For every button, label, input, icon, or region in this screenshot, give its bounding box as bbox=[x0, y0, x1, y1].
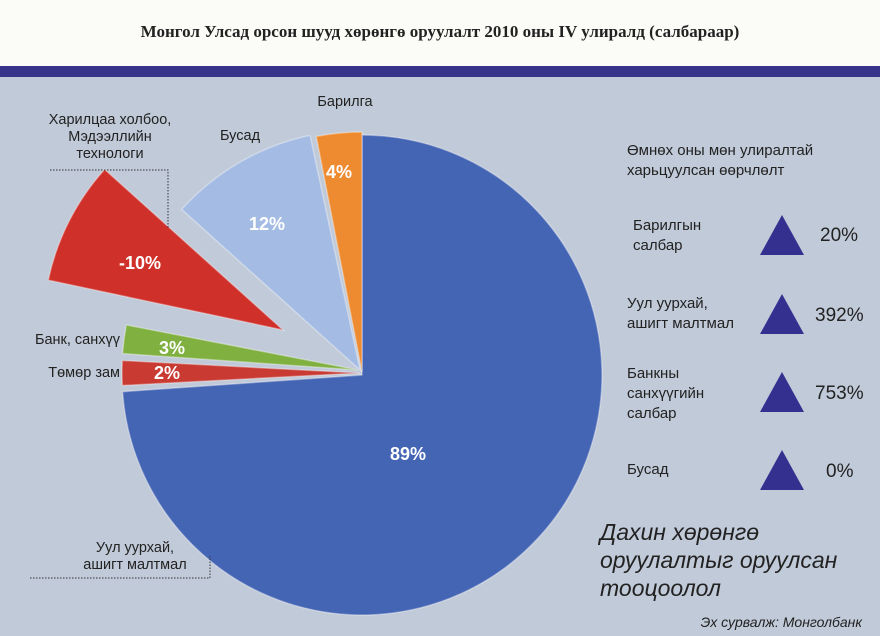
pie-data-label-bank: 3% bbox=[159, 338, 185, 358]
pie-data-label-ict: -10% bbox=[119, 253, 161, 273]
label-mining-line2: ашигт малтмал bbox=[83, 557, 187, 573]
pie-data-label-mining: 89% bbox=[390, 444, 426, 464]
pie-slice-construction bbox=[315, 131, 363, 373]
note-line3: тооцоолол bbox=[600, 575, 721, 601]
header-area bbox=[0, 0, 880, 66]
change-value-other: 0% bbox=[826, 461, 854, 482]
change-label-line: Барилгын bbox=[633, 217, 702, 234]
change-label-bank: Банкны санхүүгийн салбар bbox=[627, 364, 704, 424]
pie-slice-ict bbox=[47, 168, 286, 332]
change-label-line: Банкны bbox=[627, 365, 680, 382]
change-label-line: Уул уурхай, bbox=[627, 295, 708, 312]
change-label-mining: Уул уурхай, ашигт малтмал bbox=[627, 294, 734, 334]
label-bank: Банк, санхүү bbox=[34, 332, 120, 348]
change-label-construction: Барилгын салбар bbox=[633, 216, 701, 256]
up-triangle-icon bbox=[760, 215, 804, 255]
changes-title-line1: Өмнөх оны мөн улиралтай bbox=[627, 142, 814, 159]
change-value-mining: 392% bbox=[815, 305, 864, 326]
source-note: Эх сурвалж: Монголбанк bbox=[700, 614, 862, 630]
leader-line-ict bbox=[50, 169, 169, 228]
pie-slice-bank bbox=[121, 324, 359, 371]
note-line2: оруулалтыг оруулсан bbox=[600, 547, 838, 573]
label-mining-line1: Уул уурхай, bbox=[95, 540, 175, 556]
change-label-line: салбар bbox=[627, 405, 677, 422]
label-ict: Харилцаа холбоо, Мэдээллийн технологи bbox=[30, 112, 190, 163]
label-other: Бусад bbox=[219, 128, 261, 144]
change-label-line: Бусад bbox=[627, 461, 669, 478]
change-label-line: санхүүгийн bbox=[627, 385, 705, 402]
change-label-other: Бусад bbox=[627, 460, 668, 480]
note-line1: Дахин хөрөнгө bbox=[600, 519, 759, 545]
label-rail: Төмөр зам bbox=[48, 365, 120, 381]
label-construction: Барилга bbox=[317, 94, 373, 110]
leader-line-mining bbox=[30, 556, 211, 579]
note: Дахин хөрөнгө оруулалтыг оруулсан тооцооло… bbox=[600, 518, 837, 602]
up-triangle-icon bbox=[760, 294, 804, 334]
up-triangle-icon bbox=[760, 450, 804, 490]
pie-slice-rail bbox=[121, 359, 361, 387]
changes-title: Өмнөх оны мөн улиралтай харьцуулсан өөрчл… bbox=[627, 141, 813, 181]
chart-title: Монгол Улсад орсон шууд хөрөнгө оруулалт… bbox=[140, 22, 740, 41]
change-value-construction: 20% bbox=[820, 225, 859, 246]
pie-slice-mining bbox=[121, 134, 603, 616]
pie-data-label-rail: 2% bbox=[154, 363, 180, 383]
change-label-line: салбар bbox=[633, 237, 683, 254]
changes-title-line2: харьцуулсан өөрчлөлт bbox=[627, 162, 785, 179]
pie-slice-other bbox=[180, 134, 362, 373]
change-label-line: ашигт малтмал bbox=[627, 315, 734, 332]
label-ict-line3: технологи bbox=[76, 146, 144, 162]
label-mining: Уул уурхай, ашигт малтмал bbox=[60, 540, 210, 574]
header-band bbox=[0, 66, 880, 77]
label-ict-line1: Харилцаа холбоо, bbox=[48, 112, 172, 128]
pie-data-label-construction: 4% bbox=[326, 162, 352, 182]
pie-data-label-other: 12% bbox=[249, 214, 285, 234]
up-triangle-icon bbox=[760, 372, 804, 412]
label-ict-line2: Мэдээллийн bbox=[68, 129, 152, 145]
change-value-bank: 753% bbox=[815, 383, 864, 404]
